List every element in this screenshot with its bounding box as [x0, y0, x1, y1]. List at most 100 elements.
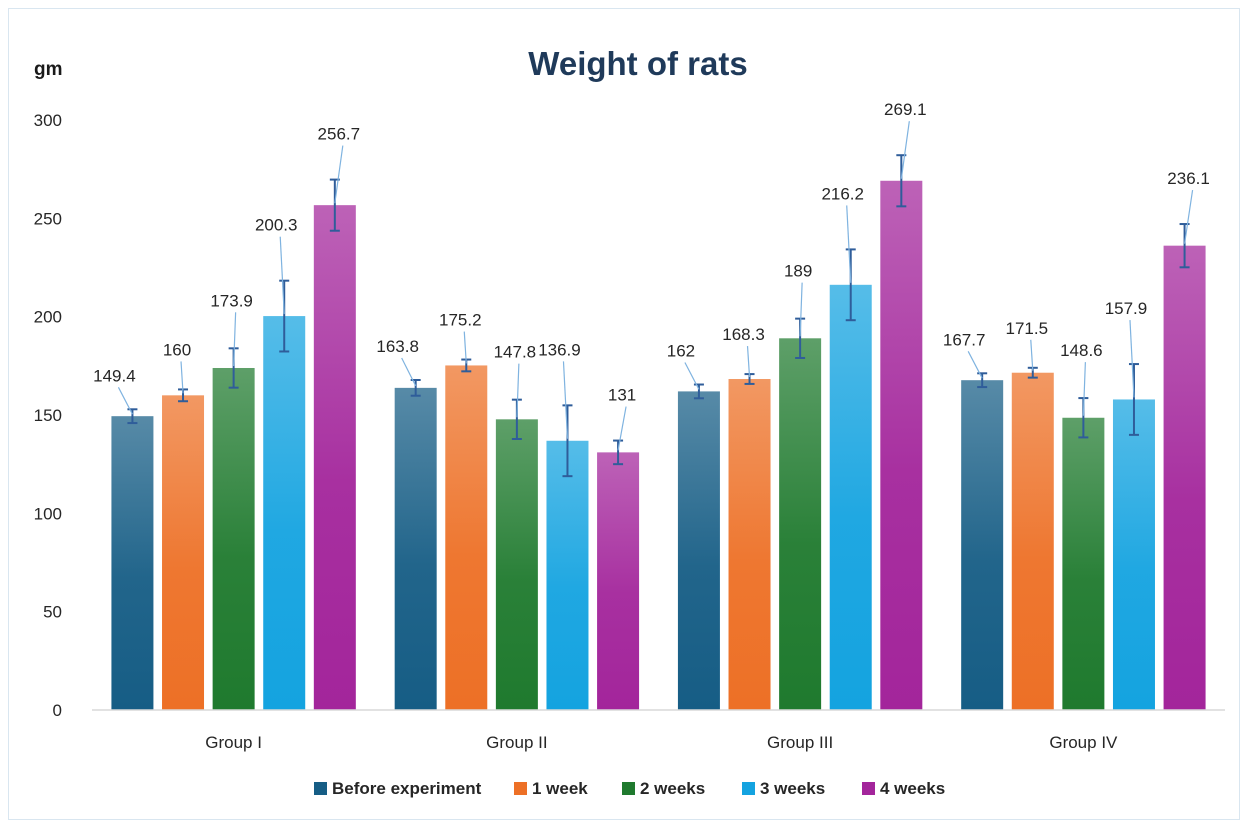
- data-label: 256.7: [318, 125, 361, 144]
- bar: [394, 387, 437, 710]
- data-label: 162: [667, 342, 695, 361]
- label-leader-line: [334, 145, 344, 204]
- error-bar: [562, 404, 573, 478]
- x-axis: Group I Group II Group III Group IV: [205, 733, 1118, 752]
- bar: [495, 419, 538, 710]
- error-bar: [613, 439, 624, 466]
- data-label: 200.3: [255, 216, 298, 235]
- legend-label: Before experiment: [332, 779, 482, 798]
- bar: [677, 391, 720, 710]
- data-label: 131: [608, 386, 636, 405]
- error-bar: [977, 372, 988, 389]
- bar: [597, 452, 640, 710]
- label-leader-line: [1082, 362, 1086, 416]
- bar: [1112, 399, 1155, 710]
- legend-item: 2 weeks: [622, 779, 705, 798]
- label-leader-line: [746, 346, 751, 378]
- label-leader-line: [279, 236, 285, 315]
- y-tick-label: 100: [34, 504, 62, 523]
- data-label: 171.5: [1006, 319, 1049, 338]
- label-leader-line: [617, 406, 627, 451]
- bar-series: [111, 154, 1206, 711]
- label-leader-line: [1030, 339, 1034, 371]
- label-leader-line: [463, 331, 467, 364]
- legend: Before experiment 1 week 2 weeks 3 weeks 4 w…: [314, 779, 945, 798]
- y-tick-label: 50: [43, 603, 62, 622]
- bar: [1011, 372, 1054, 710]
- data-label: 149.4: [93, 366, 136, 385]
- data-label: 175.2: [439, 311, 482, 330]
- x-tick-label: Group I: [205, 733, 262, 752]
- label-leader-line: [967, 351, 983, 379]
- bar: [829, 284, 872, 710]
- data-label: 167.7: [943, 330, 986, 349]
- x-tick-label: Group IV: [1049, 733, 1118, 752]
- legend-swatch: [862, 782, 875, 795]
- bar: [880, 180, 923, 710]
- label-leader-line: [1183, 189, 1194, 244]
- data-label: 163.8: [376, 337, 419, 356]
- legend-swatch: [514, 782, 527, 795]
- error-bar: [127, 408, 138, 425]
- label-leader-line: [401, 357, 417, 387]
- y-axis-unit-label: gm: [34, 59, 63, 80]
- label-leader-line: [180, 361, 184, 394]
- error-bar: [845, 248, 856, 322]
- x-tick-label: Group III: [767, 733, 833, 752]
- bar: [961, 380, 1004, 710]
- label-leader-line: [233, 312, 237, 367]
- y-axis: 0 50 100 150 200 250 300: [34, 111, 62, 720]
- legend-label: 2 weeks: [640, 779, 705, 798]
- bar: [162, 395, 205, 710]
- legend-item: 1 week: [514, 779, 588, 798]
- legend-item: Before experiment: [314, 779, 482, 798]
- data-label: 148.6: [1060, 341, 1103, 360]
- error-bar: [1128, 363, 1139, 436]
- legend-label: 4 weeks: [880, 779, 945, 798]
- y-tick-label: 0: [53, 701, 62, 720]
- data-label: 147.8: [494, 343, 537, 362]
- bar: [212, 367, 255, 710]
- label-leader-line: [516, 363, 520, 418]
- legend-swatch: [622, 782, 635, 795]
- data-label: 136.9: [538, 340, 581, 359]
- legend-swatch: [314, 782, 327, 795]
- label-leader-line: [562, 361, 569, 439]
- legend-label: 3 weeks: [760, 779, 825, 798]
- data-label: 269.1: [884, 100, 927, 119]
- data-label: 157.9: [1105, 299, 1148, 318]
- data-label: 160: [163, 340, 191, 359]
- y-tick-label: 300: [34, 111, 62, 130]
- y-tick-label: 200: [34, 308, 62, 327]
- label-leader-line: [900, 121, 910, 179]
- legend-item: 3 weeks: [742, 779, 825, 798]
- bar: [1062, 417, 1105, 710]
- legend-item: 4 weeks: [862, 779, 945, 798]
- data-label: 189: [784, 262, 812, 281]
- label-leader-line: [1129, 320, 1135, 398]
- label-leader-line: [846, 205, 852, 283]
- bar: [546, 440, 589, 710]
- y-tick-label: 150: [34, 406, 62, 425]
- data-label: 168.3: [722, 325, 765, 344]
- bar: [445, 365, 488, 710]
- label-leader-line: [799, 282, 803, 337]
- error-bar: [693, 383, 704, 400]
- bar: [313, 205, 356, 710]
- bar: [263, 316, 306, 710]
- x-tick-label: Group II: [486, 733, 547, 752]
- legend-label: 1 week: [532, 779, 588, 798]
- data-label: 236.1: [1167, 169, 1210, 188]
- label-leader-line: [117, 387, 133, 415]
- label-leader-line: [684, 362, 700, 390]
- bar: [779, 338, 822, 710]
- legend-swatch: [742, 782, 755, 795]
- bar: [728, 379, 771, 710]
- data-label: 216.2: [821, 184, 864, 203]
- data-label: 173.9: [210, 291, 253, 310]
- chart-title: Weight of rats: [528, 45, 747, 82]
- error-bar: [279, 279, 290, 353]
- bar: [1163, 245, 1206, 711]
